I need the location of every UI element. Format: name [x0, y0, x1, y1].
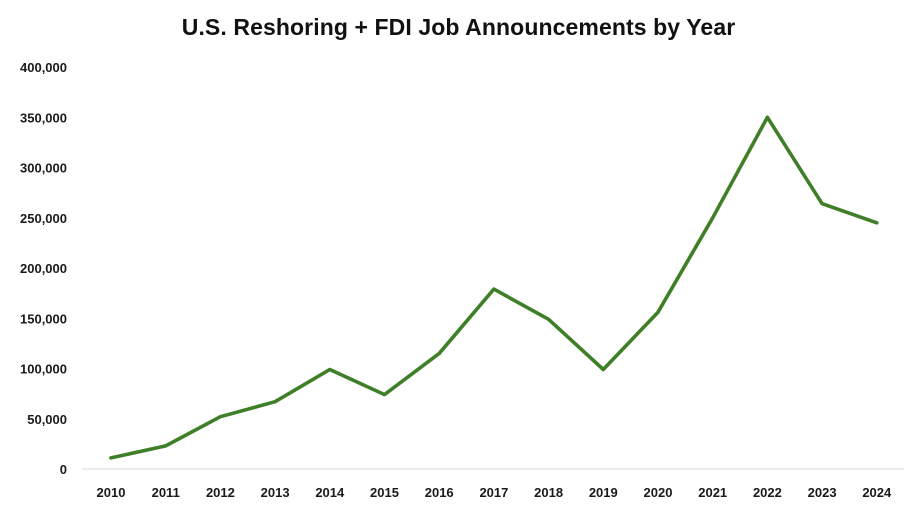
x-tick-label: 2013	[261, 485, 290, 500]
y-tick-label: 0	[60, 462, 67, 477]
y-tick-label: 400,000	[20, 60, 67, 75]
y-tick-label: 300,000	[20, 161, 67, 176]
x-tick-label: 2010	[97, 485, 126, 500]
y-tick-label: 250,000	[20, 211, 67, 226]
x-tick-label: 2018	[534, 485, 563, 500]
x-tick-label: 2024	[862, 485, 892, 500]
x-tick-label: 2017	[479, 485, 508, 500]
series-line	[109, 115, 879, 460]
y-tick-label: 100,000	[20, 362, 67, 377]
x-tick-label: 2019	[589, 485, 618, 500]
x-tick-label: 2016	[425, 485, 454, 500]
chart-title: U.S. Reshoring + FDI Job Announcements b…	[181, 14, 736, 40]
x-tick-label: 2014	[315, 485, 345, 500]
y-tick-label: 150,000	[20, 311, 67, 326]
x-tick-label: 2021	[698, 485, 727, 500]
x-tick-label: 2020	[644, 485, 673, 500]
x-tick-label: 2022	[753, 485, 782, 500]
y-tick-label: 50,000	[27, 412, 67, 427]
x-tick-label: 2023	[808, 485, 837, 500]
y-tick-label: 200,000	[20, 261, 67, 276]
x-tick-label: 2011	[152, 485, 180, 500]
x-tick-label: 2015	[370, 485, 399, 500]
x-tick-label: 2012	[206, 485, 235, 500]
y-tick-label: 350,000	[20, 110, 67, 125]
